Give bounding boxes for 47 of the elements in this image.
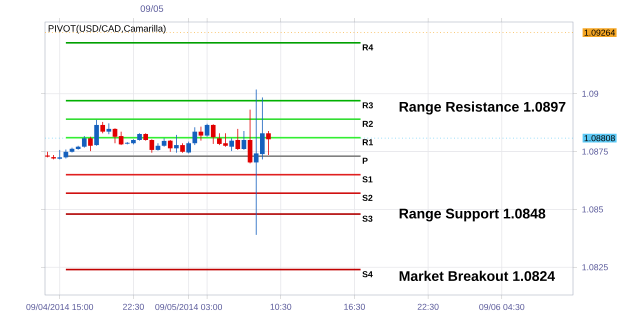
candlestick bbox=[210, 124, 216, 144]
y-tick-label: 1.085 bbox=[582, 206, 604, 212]
x-tick-label: 16:30 bbox=[344, 304, 365, 310]
candlestick bbox=[180, 142, 185, 154]
ref-line-label: 1.08808 bbox=[584, 135, 615, 142]
text: 09/05 bbox=[140, 5, 164, 12]
candlestick bbox=[82, 136, 87, 148]
candlestick bbox=[100, 122, 106, 134]
chart-title: PIVOT(USD/CAD,Camarilla) bbox=[48, 24, 166, 34]
candlestick bbox=[64, 149, 68, 159]
candlestick bbox=[186, 141, 191, 154]
candlestick bbox=[174, 134, 179, 154]
series-label: P bbox=[362, 158, 368, 164]
series-label: R1 bbox=[362, 139, 374, 146]
candlestick bbox=[168, 140, 173, 152]
series-label: R3 bbox=[362, 102, 373, 108]
series-label: S2 bbox=[362, 194, 372, 201]
candlestick bbox=[266, 130, 271, 156]
series-label: R2 bbox=[362, 120, 373, 127]
candlestick bbox=[149, 138, 154, 154]
annotation: Range Resistance 1.0897 bbox=[400, 101, 566, 115]
y-tick-label: 1.09 bbox=[582, 90, 598, 97]
candlestick bbox=[248, 109, 252, 164]
x-tick-label: 09/06 04:30 bbox=[479, 304, 524, 310]
x-tick-label: 09/04/2014 15:00 bbox=[26, 304, 94, 310]
candlestick bbox=[88, 136, 93, 152]
candlestick bbox=[229, 138, 234, 152]
x-tick-label: 10:30 bbox=[270, 304, 292, 310]
series-label: S1 bbox=[362, 176, 373, 182]
series-label: R4 bbox=[362, 44, 374, 50]
candlestick bbox=[45, 151, 50, 158]
y-tick-label: 1.0875 bbox=[582, 148, 608, 155]
candlestick bbox=[198, 126, 204, 142]
x-tick-label: 09/05/2014 03:00 bbox=[155, 304, 222, 310]
series-label: S3 bbox=[362, 216, 372, 222]
candlestick bbox=[235, 128, 240, 150]
x-tick-label: 22:30 bbox=[123, 304, 144, 310]
annotation: Market Breakout 1.0824 bbox=[400, 270, 556, 282]
annotation: Range Support 1.0848 bbox=[400, 208, 546, 222]
y-tick-label: 1.0825 bbox=[582, 264, 608, 270]
x-tick-label: 22:30 bbox=[418, 304, 439, 310]
candlestick bbox=[242, 130, 246, 150]
candlestick bbox=[192, 126, 198, 146]
series-label: S4 bbox=[362, 271, 373, 278]
candlestick bbox=[204, 123, 210, 138]
candlestick bbox=[94, 119, 99, 146]
ref-line-label: 1.09264 bbox=[584, 30, 616, 36]
